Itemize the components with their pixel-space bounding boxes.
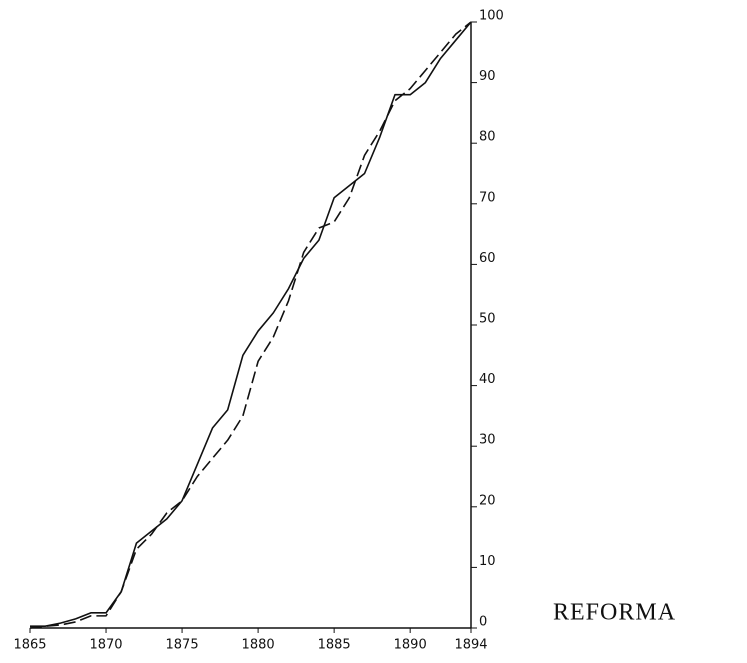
series-line: [29, 21, 472, 629]
y-tick-label: 70: [479, 190, 496, 205]
y-tick-label: 60: [479, 251, 496, 266]
y-tick-label: 30: [479, 433, 496, 448]
y-tick-label: 90: [479, 69, 496, 84]
x-tick-label: 1880: [242, 638, 275, 653]
x-tick-label: 1870: [89, 638, 122, 653]
y-tick-label: 80: [479, 130, 496, 145]
x-tick-label: 1890: [394, 638, 427, 653]
x-tick-label: 1865: [13, 638, 46, 653]
y-tick-label: 50: [479, 312, 496, 327]
annotation: REFORMA: [553, 600, 676, 626]
x-tick-label: 1875: [166, 638, 199, 653]
x-tick-label: 1894: [454, 638, 487, 653]
y-tick-label: 10: [479, 554, 496, 569]
y-tick-label: 100: [479, 9, 504, 24]
x-tick-label: 1885: [318, 638, 351, 653]
y-tick-label: 40: [479, 372, 496, 387]
y-tick-label: 20: [479, 493, 496, 508]
series-line: [30, 21, 472, 627]
y-tick-label: 0: [479, 615, 487, 630]
